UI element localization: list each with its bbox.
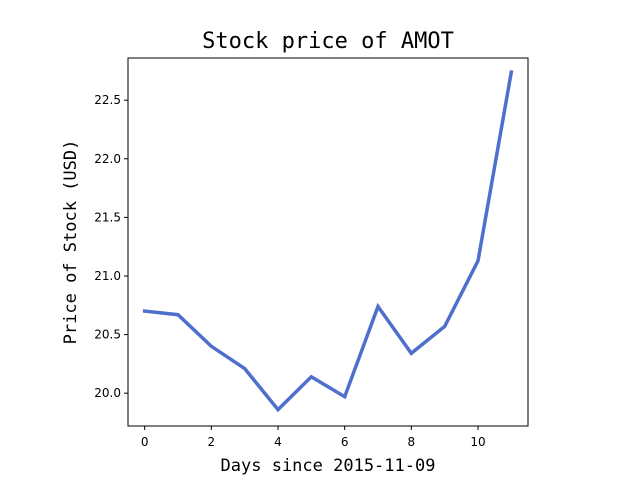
series-layer xyxy=(142,70,514,413)
y-tick-label: 21.0 xyxy=(94,269,121,283)
x-tick-label: 8 xyxy=(408,435,416,449)
plot-frame xyxy=(127,57,529,427)
x-tick-label: 4 xyxy=(274,435,282,449)
y-tick-label: 21.5 xyxy=(94,210,121,224)
x-tick-label: 0 xyxy=(141,435,149,449)
y-tick-label: 22.0 xyxy=(94,152,121,166)
y-tick-label: 20.0 xyxy=(94,386,121,400)
y-tick-label: 20.5 xyxy=(94,328,121,342)
y-axis-label: Price of Stock (USD) xyxy=(61,140,81,345)
y-tick-label: 22.5 xyxy=(94,93,121,107)
x-axis-label: Days since 2015-11-09 xyxy=(221,456,436,476)
x-tick-label: 2 xyxy=(208,435,216,449)
y-axis: 20.0 20.5 21.0 21.5 22.0 22.5 xyxy=(94,93,128,400)
chart-title: Stock price of AMOT xyxy=(202,29,454,54)
x-tick-label: 6 xyxy=(341,435,349,449)
plot-area xyxy=(127,57,529,427)
price-series-line xyxy=(142,70,514,413)
x-tick-label: 10 xyxy=(470,435,485,449)
x-axis: 0 2 4 6 8 10 xyxy=(141,426,486,449)
